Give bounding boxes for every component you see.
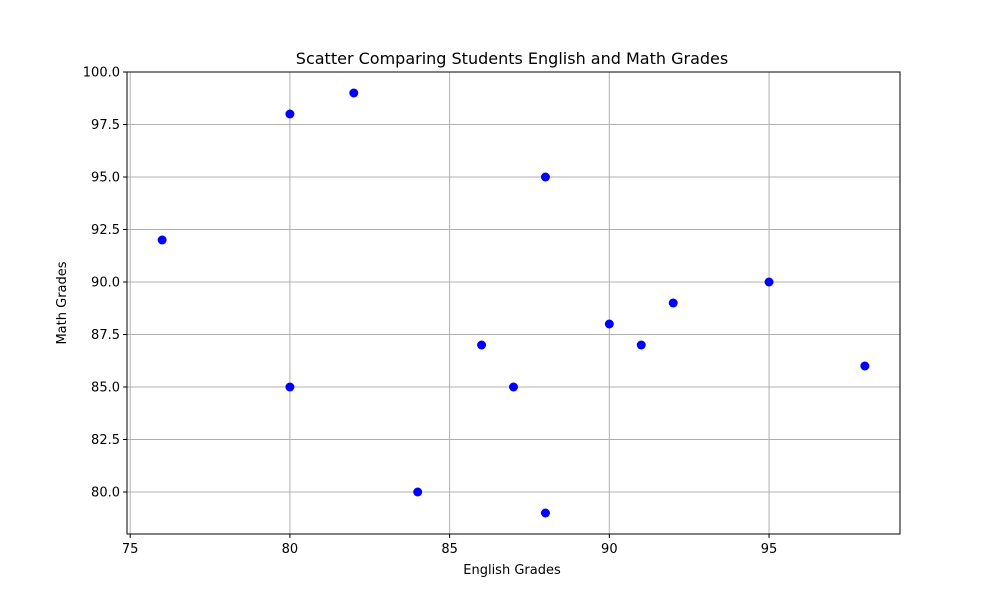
x-tick-label: 80: [282, 542, 299, 557]
data-point: [285, 382, 295, 392]
x-axis-label: English Grades: [463, 563, 561, 578]
y-axis-ticks: 80.0 82.5 85.0 87.5 90.0 92.5 95.0 97.5 100.0: [83, 66, 127, 501]
data-points: [157, 88, 870, 518]
y-tick-label: 85.0: [91, 381, 120, 396]
data-point: [540, 172, 550, 182]
y-tick-label: 80.0: [91, 486, 120, 501]
data-point: [413, 487, 423, 497]
data-point: [349, 88, 359, 98]
x-tick-label: 95: [761, 542, 778, 557]
y-tick-label: 92.5: [91, 223, 120, 238]
y-tick-label: 97.5: [91, 118, 120, 133]
x-axis-ticks: 75 80 85 90 95: [122, 534, 777, 557]
x-tick-label: 85: [441, 542, 458, 557]
chart-title: Scatter Comparing Students English and M…: [296, 49, 728, 68]
data-point: [285, 109, 295, 119]
y-tick-label: 82.5: [91, 433, 120, 448]
y-tick-label: 95.0: [91, 171, 120, 186]
y-axis-label: Math Grades: [55, 261, 70, 344]
data-point: [540, 508, 550, 518]
y-tick-label: 100.0: [83, 66, 120, 81]
x-tick-label: 90: [601, 542, 618, 557]
data-point: [764, 277, 774, 287]
data-point: [509, 382, 518, 392]
data-point: [668, 298, 678, 308]
y-tick-label: 90.0: [91, 276, 120, 291]
data-point: [157, 235, 167, 245]
data-point: [860, 361, 870, 371]
grid-lines: [127, 71, 900, 534]
plot-area-frame: [126, 71, 901, 535]
y-tick-label: 87.5: [91, 328, 120, 343]
data-point: [636, 340, 646, 350]
data-point: [604, 319, 614, 329]
data-point: [477, 340, 487, 350]
x-tick-label: 75: [122, 542, 139, 557]
